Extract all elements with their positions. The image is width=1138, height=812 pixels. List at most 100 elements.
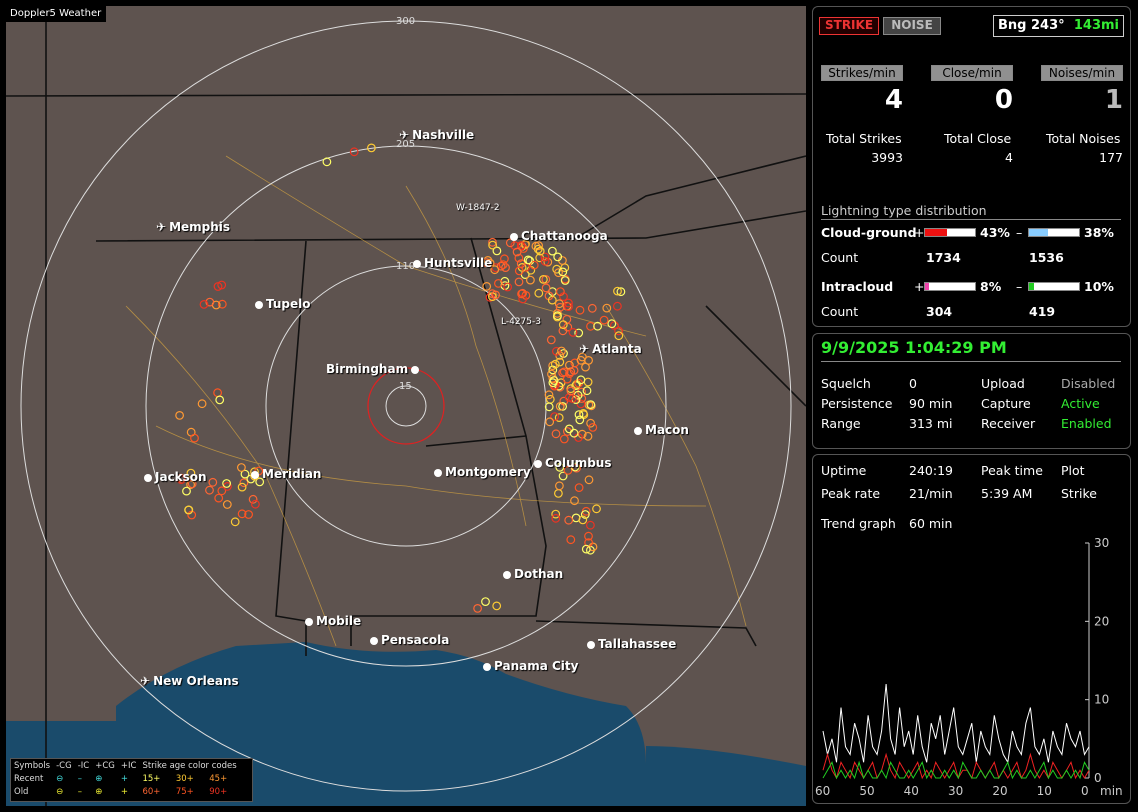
noise-button[interactable]: NOISE [883, 17, 941, 35]
strike-symbol [541, 275, 551, 284]
trend-lines [822, 683, 1090, 780]
legend-head-pos-cg: +CG [95, 760, 115, 771]
ic-positive-pct: 8% [980, 279, 1002, 294]
strike-symbol [523, 255, 533, 265]
strike-symbol [520, 240, 530, 250]
receiver-value[interactable]: Enabled [1061, 416, 1112, 431]
trend-series-line [822, 683, 1090, 764]
strike-symbol [566, 386, 576, 396]
city-macon: Macon [634, 423, 689, 437]
airport-icon: ✈ [156, 220, 167, 234]
strike-symbol [553, 311, 562, 321]
cg-positive-count: 1734 [926, 250, 961, 265]
strike-symbol [546, 335, 556, 345]
capture-value[interactable]: Active [1061, 396, 1100, 411]
strike-symbol [580, 510, 590, 519]
pos-cg-old-icon: ⊕ [95, 786, 103, 797]
age-60: 60+ [142, 786, 161, 797]
ic-negative-fill [1029, 283, 1034, 290]
ring-label-205: 205 [396, 139, 416, 150]
city-dot-icon [251, 470, 259, 479]
legend-recent-label: Recent [14, 773, 44, 784]
peak-time-label: Peak time [981, 463, 1043, 478]
strike-symbol [539, 275, 548, 284]
trend-x-tick-label: 0 [1081, 784, 1089, 798]
strike-symbol [547, 295, 557, 305]
strike-symbol [559, 396, 569, 406]
strike-symbol [582, 386, 592, 396]
strike-button[interactable]: STRIKE [819, 17, 879, 35]
trend-graph-value[interactable]: 60 min [909, 516, 953, 531]
city-nashville: ✈ Nashville [399, 128, 475, 142]
bearing-distance: 143mi [1073, 18, 1119, 33]
strike-symbol [569, 428, 579, 438]
west-station-marker[interactable]: W-1847-2 [456, 203, 500, 213]
city-dot-icon [434, 468, 442, 477]
strike-symbol [205, 485, 214, 495]
strike-symbol [473, 604, 483, 613]
strike-symbol [213, 282, 223, 291]
strike-symbol [551, 429, 561, 439]
age-15: 15+ [142, 773, 161, 784]
strike-symbol [217, 299, 227, 309]
range-value[interactable]: 313 mi [909, 416, 953, 431]
strike-symbol [199, 300, 209, 309]
strike-symbol [607, 319, 617, 329]
neg-cg-recent-icon: ⊖ [56, 773, 64, 784]
trend-x-tick-label: 40 [904, 784, 919, 798]
total-close-label: Total Close [944, 131, 1012, 146]
strike-symbol [551, 513, 561, 523]
strike-symbol [581, 544, 591, 554]
strike-symbol [558, 368, 567, 378]
city-columbus: Columbus [534, 456, 612, 470]
strike-symbol [255, 477, 265, 487]
strike-symbol [481, 597, 490, 606]
lightning-map[interactable]: Doppler5 Weather 300 205 110 15 W-1847-2… [6, 6, 806, 806]
local-station-marker[interactable]: L-4275-3 [501, 317, 541, 327]
upload-label: Upload [981, 376, 1025, 391]
strike-symbol [494, 279, 503, 288]
squelch-value[interactable]: 0 [909, 376, 917, 391]
strike-symbol [492, 601, 502, 611]
strike-symbol [540, 252, 550, 262]
strike-symbol [531, 241, 541, 251]
city-pensacola: Pensacola [370, 633, 449, 647]
strike-symbol [576, 375, 586, 385]
strike-symbol [534, 288, 544, 298]
plot-value[interactable]: Strike [1061, 486, 1097, 501]
strike-symbol [563, 466, 573, 475]
strikes-per-min-button[interactable]: Strikes/min [821, 65, 903, 81]
uptime-label: Uptime [821, 463, 867, 478]
airport-icon: ✈ [399, 128, 410, 142]
neg-ic-old-icon: – [77, 786, 82, 797]
strike-symbol [559, 367, 569, 377]
strike-symbol [558, 320, 568, 330]
strike-symbol [482, 258, 492, 268]
strike-symbol [583, 377, 593, 387]
total-strikes-label: Total Strikes [826, 131, 902, 146]
legend-head-neg-cg: -CG [56, 760, 72, 771]
strike-symbol [584, 475, 594, 485]
strike-symbol [584, 531, 593, 541]
city-atlanta: ✈ Atlanta [579, 342, 642, 356]
legend-head-pos-ic: +IC [120, 760, 137, 771]
strike-symbol [587, 303, 597, 313]
close-per-min-button[interactable]: Close/min [931, 65, 1013, 81]
app-title: Doppler5 Weather [6, 6, 107, 22]
ring-label-110: 110 [396, 261, 416, 272]
strike-symbol [217, 486, 227, 496]
upload-value[interactable]: Disabled [1061, 376, 1116, 391]
persistence-value[interactable]: 90 min [909, 396, 953, 411]
total-close-value: 4 [1005, 150, 1013, 165]
city-tallahassee: Tallahassee [587, 637, 676, 651]
receiver-label: Receiver [981, 416, 1036, 431]
strike-symbols [175, 143, 626, 613]
strike-symbol [564, 424, 574, 434]
trend-y-tick-label: 30 [1094, 536, 1109, 550]
strike-symbol [555, 462, 565, 472]
pos-ic-old-icon: + [120, 786, 128, 797]
noises-per-min-button[interactable]: Noises/min [1041, 65, 1123, 81]
trend-y-tick-label: 0 [1094, 771, 1102, 785]
strike-symbol [558, 471, 568, 481]
city-chattanooga: Chattanooga [510, 229, 608, 243]
